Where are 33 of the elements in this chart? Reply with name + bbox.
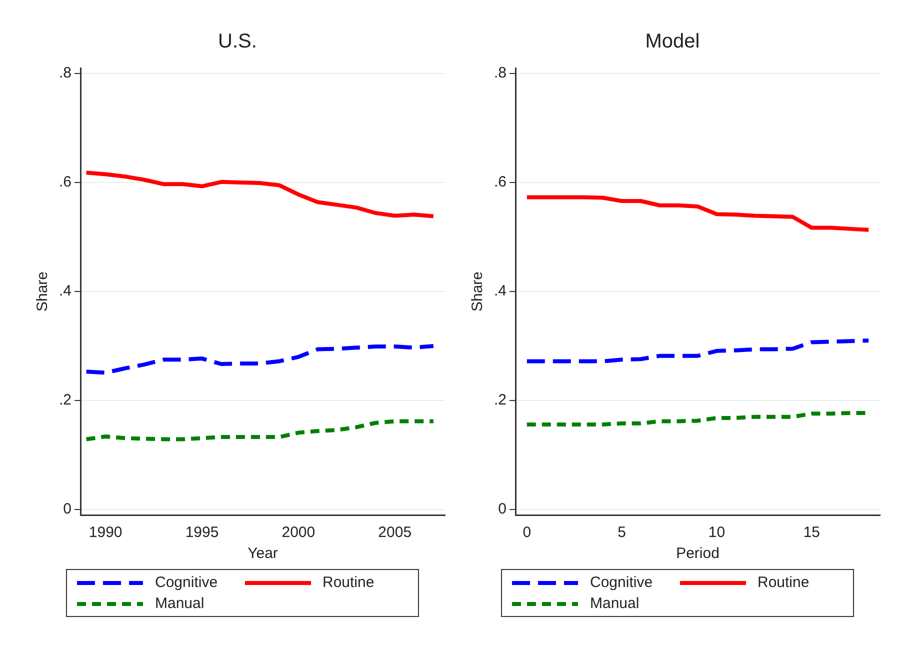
legend-label: Routine [322, 574, 374, 591]
y-tick-label: .2 [58, 392, 72, 409]
y-tick-label: .6 [58, 174, 72, 191]
x-tick-label: 10 [708, 524, 726, 542]
y-tick-label: .4 [58, 282, 72, 300]
y-tick-label: .6 [494, 174, 507, 191]
legend-label: Cognitive [590, 574, 653, 591]
legend-label: Manual [155, 595, 204, 612]
x-axis-title: Period [676, 545, 720, 562]
line-series [84, 344, 436, 375]
y-axis-title: Share [34, 271, 52, 312]
y-tick-label: .4 [494, 282, 507, 300]
legend-label: Routine [758, 574, 810, 591]
y-tick-label: 0 [63, 500, 72, 518]
x-tick-label: 15 [803, 524, 820, 542]
x-axis-title: Year [248, 545, 278, 562]
chart-title: Model [645, 30, 700, 53]
y-tick-label: 0 [498, 500, 507, 518]
x-tick-label: 1995 [185, 524, 219, 542]
line-series [84, 419, 436, 442]
x-tick-label: 5 [618, 524, 626, 542]
legend-label: Manual [590, 595, 640, 612]
legend-label: Cognitive [155, 574, 218, 591]
y-tick-label: .8 [58, 64, 72, 82]
y-axis-title: Share [469, 271, 486, 312]
x-tick-label: 1990 [88, 524, 122, 542]
x-tick-label: 2005 [378, 524, 412, 542]
line-series [524, 338, 871, 364]
y-tick-label: .8 [494, 64, 507, 82]
y-tick-label: .2 [494, 392, 507, 409]
chart-title: U.S. [218, 30, 257, 53]
x-tick-label: 0 [522, 524, 532, 542]
x-tick-label: 2000 [282, 524, 316, 542]
